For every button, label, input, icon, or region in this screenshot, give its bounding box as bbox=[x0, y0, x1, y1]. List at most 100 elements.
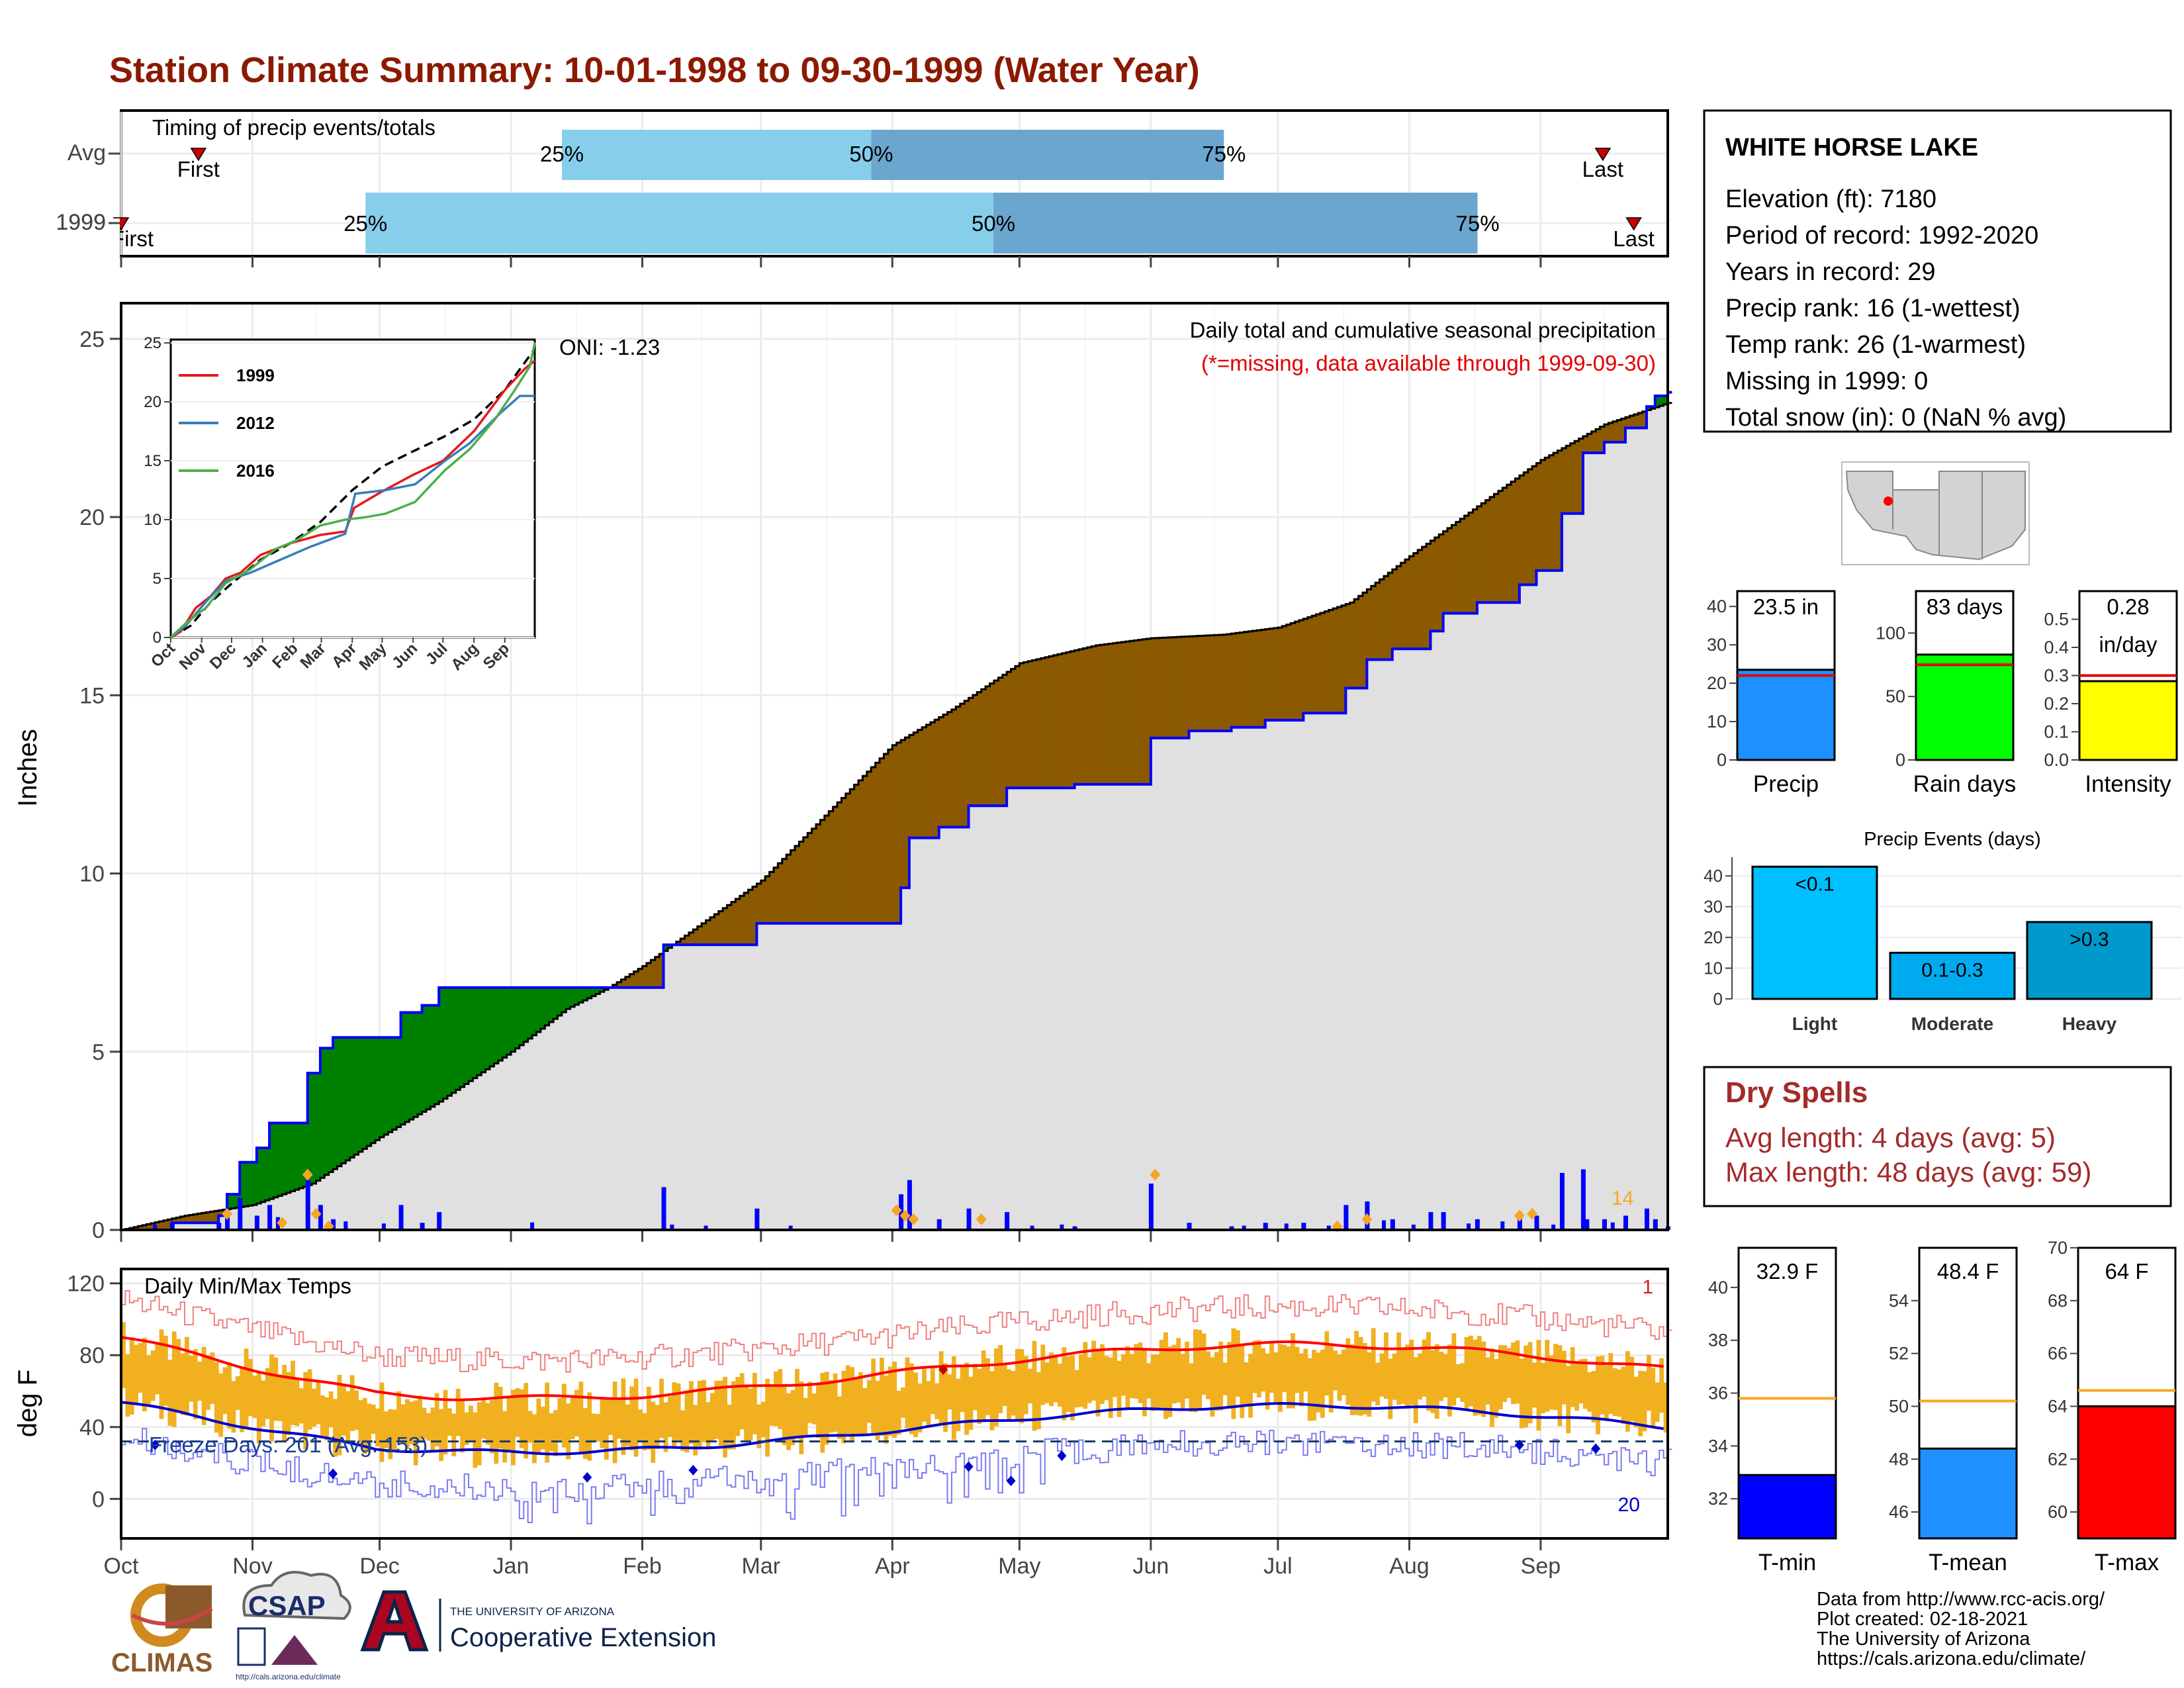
departure-fill-segment bbox=[676, 941, 681, 945]
events-title: Precip Events (days) bbox=[1864, 829, 2041, 850]
departure-fill-segment bbox=[443, 987, 448, 1099]
daily-temp-range-bar bbox=[481, 1398, 486, 1439]
daily-temp-range-bar bbox=[286, 1372, 291, 1435]
departure-fill-segment bbox=[138, 1226, 143, 1230]
precip-flag-marker-icon bbox=[1527, 1207, 1538, 1220]
departure-fill-segment bbox=[180, 1216, 185, 1223]
daily-temp-range-bar bbox=[523, 1383, 529, 1459]
daily-temp-range-bar bbox=[1392, 1353, 1397, 1400]
departure-fill-segment bbox=[312, 1073, 317, 1184]
departure-fill-segment bbox=[574, 987, 580, 1005]
daily-temp-range-bar bbox=[469, 1405, 473, 1441]
departure-fill-segment bbox=[1125, 641, 1130, 784]
normal-max-line bbox=[120, 1336, 1664, 1401]
daily-temp-range-bar bbox=[1079, 1354, 1083, 1407]
temp-bar-t-min bbox=[1737, 1474, 1837, 1540]
daily-temp-range-bar bbox=[320, 1395, 325, 1436]
departure-fill-segment bbox=[561, 987, 567, 1013]
temp-bar-ytick-label: 66 bbox=[2048, 1344, 2068, 1364]
daily-temp-range-bar bbox=[163, 1335, 168, 1406]
daily-temp-range-bar bbox=[1312, 1350, 1316, 1421]
record-low-marker-icon bbox=[688, 1464, 698, 1476]
station-line: Period of record: 1992-2020 bbox=[1725, 222, 2038, 250]
departure-fill-segment bbox=[820, 820, 825, 923]
departure-fill-segment bbox=[1002, 675, 1007, 806]
departure-fill-segment bbox=[1629, 416, 1635, 428]
departure-fill-segment bbox=[1206, 635, 1211, 731]
departure-fill-segment bbox=[1185, 636, 1190, 738]
precip-subtitle: Daily total and cumulative seasonal prec… bbox=[1190, 318, 1656, 342]
departure-fill-segment bbox=[298, 1123, 304, 1188]
daily-temp-range-bar bbox=[328, 1391, 334, 1428]
daily-temp-range-bar bbox=[1511, 1342, 1516, 1405]
daily-temp-range-bar bbox=[735, 1377, 741, 1436]
record-low-marker-icon bbox=[150, 1439, 160, 1450]
temp-bar-value-label: 64 F bbox=[2105, 1259, 2148, 1284]
departure-fill-segment bbox=[477, 987, 482, 1076]
temp-bar-label: T-min bbox=[1758, 1550, 1817, 1575]
daily-temp-range-bar bbox=[1214, 1352, 1219, 1411]
departure-fill-segment bbox=[1324, 611, 1330, 714]
departure-fill-segment bbox=[621, 979, 626, 988]
departure-fill-segment bbox=[303, 1123, 308, 1187]
departure-fill-segment bbox=[1532, 466, 1537, 585]
daily-temp-range-bar bbox=[1155, 1354, 1160, 1409]
departure-fill-segment bbox=[1286, 624, 1291, 720]
departure-fill-segment bbox=[218, 1210, 224, 1216]
departure-fill-segment bbox=[1007, 671, 1012, 788]
departure-fill-segment bbox=[231, 1194, 236, 1209]
record-low-marker-icon bbox=[1006, 1476, 1016, 1487]
daily-temp-range-bar bbox=[1049, 1352, 1054, 1407]
temp-bar-ytick-label: 50 bbox=[1889, 1396, 1909, 1416]
departure-fill-segment bbox=[705, 920, 711, 945]
departure-fill-segment bbox=[396, 1037, 402, 1127]
daily-temp-range-bar bbox=[1481, 1341, 1486, 1417]
departure-fill-segment bbox=[404, 1012, 410, 1122]
departure-fill-segment bbox=[502, 987, 508, 1058]
daily-temp-range-bar bbox=[269, 1354, 274, 1442]
daily-temp-range-bar bbox=[964, 1362, 969, 1435]
daily-temp-range-bar bbox=[905, 1357, 910, 1429]
daily-temp-range-bar bbox=[349, 1375, 355, 1431]
daily-temp-range-bar bbox=[1354, 1331, 1359, 1415]
departure-fill-segment bbox=[1214, 635, 1219, 731]
timing-label-mask bbox=[0, 218, 120, 258]
departure-fill-segment bbox=[799, 841, 804, 923]
daily-precip-bar bbox=[1428, 1212, 1433, 1230]
temp-bar-t-mean bbox=[1918, 1447, 2018, 1540]
departure-fill-segment bbox=[1307, 617, 1312, 714]
daily-temp-range-bar bbox=[765, 1378, 770, 1457]
departure-fill-segment bbox=[938, 717, 944, 827]
daily-temp-range-bar bbox=[989, 1371, 995, 1430]
daily-temp-range-bar bbox=[1100, 1344, 1105, 1404]
daily-temp-range-bar bbox=[633, 1378, 639, 1457]
departure-fill-segment bbox=[358, 1037, 363, 1152]
daily-temp-range-bar bbox=[1591, 1370, 1596, 1423]
departure-fill-segment bbox=[1612, 421, 1617, 442]
departure-fill-segment bbox=[1363, 592, 1368, 688]
departure-fill-segment bbox=[434, 1005, 439, 1104]
departure-fill-segment bbox=[1379, 579, 1385, 660]
summary-bar-rain-days bbox=[1915, 653, 2015, 761]
departure-fill-segment bbox=[850, 789, 855, 923]
daily-temp-range-bar bbox=[1494, 1358, 1499, 1419]
departure-fill-segment bbox=[1582, 436, 1588, 453]
daily-temp-range-bar bbox=[1303, 1348, 1308, 1392]
daily-temp-range-bar bbox=[400, 1404, 406, 1442]
precip-flag-marker-icon bbox=[1150, 1168, 1161, 1181]
daily-temp-range-bar bbox=[1549, 1355, 1554, 1410]
departure-fill-segment bbox=[960, 704, 965, 827]
departure-fill-segment bbox=[917, 729, 923, 838]
daily-temp-range-bar bbox=[1307, 1358, 1312, 1421]
daily-precip-bar bbox=[530, 1222, 535, 1230]
departure-fill-segment bbox=[328, 1048, 334, 1172]
daily-temp-range-bar bbox=[1596, 1356, 1600, 1434]
daily-temp-range-bar bbox=[1193, 1329, 1198, 1413]
daily-precip-bar bbox=[305, 1180, 310, 1230]
departure-fill-segment bbox=[845, 793, 850, 923]
departure-fill-segment bbox=[1159, 637, 1164, 738]
daily-temp-range-bar bbox=[557, 1398, 563, 1440]
daily-precip-bar bbox=[966, 1208, 972, 1230]
daily-temp-range-bar bbox=[913, 1372, 919, 1438]
daily-temp-range-bar bbox=[1185, 1341, 1189, 1399]
